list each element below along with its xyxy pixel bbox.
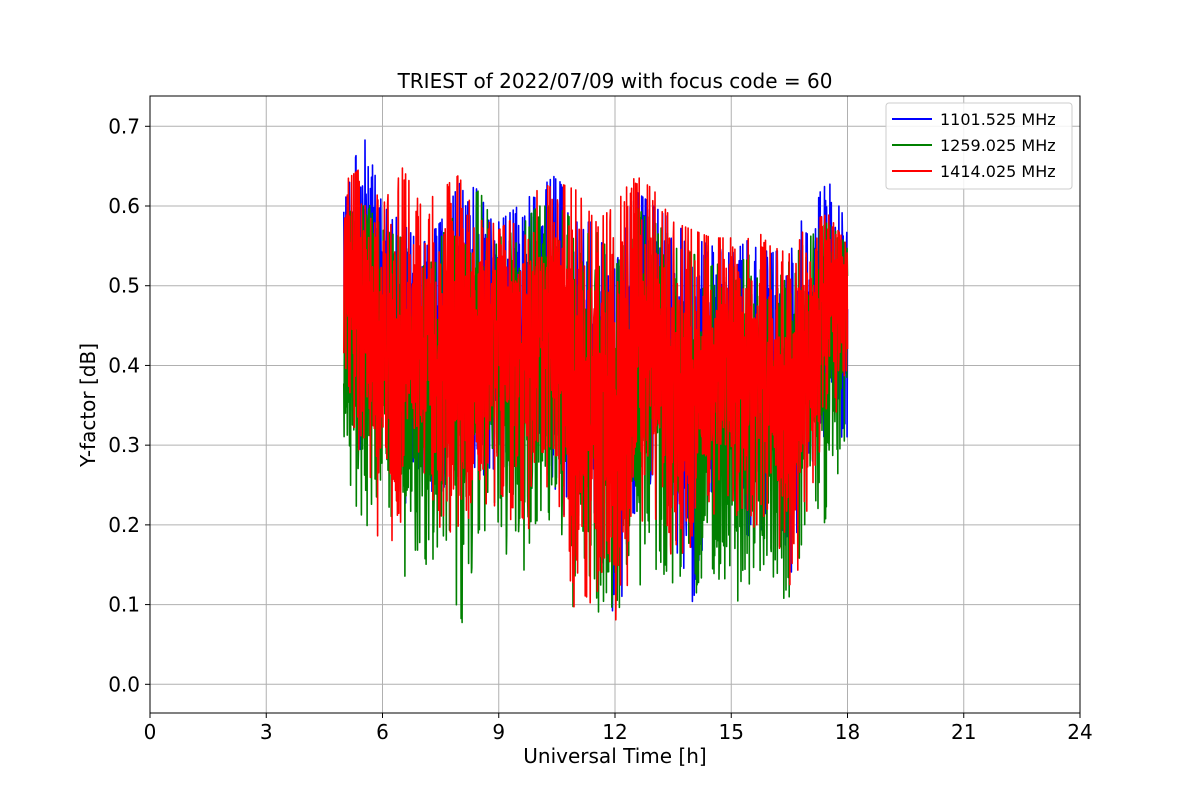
legend-label: 1414.025 MHz <box>940 162 1056 181</box>
x-tick-label: 9 <box>492 720 505 744</box>
chart-title: TRIEST of 2022/07/09 with focus code = 6… <box>397 69 833 93</box>
x-tick-label: 3 <box>260 720 273 744</box>
y-tick-label: 0.3 <box>108 433 140 457</box>
y-tick-label: 0.6 <box>108 194 140 218</box>
x-tick-label: 18 <box>835 720 860 744</box>
legend: 1101.525 MHz 1259.025 MHz 1414.025 MHz <box>885 102 1073 190</box>
series-line <box>343 167 849 621</box>
y-axis-label: Y-factor [dB] <box>76 343 100 468</box>
x-axis-label: Universal Time [h] <box>523 744 706 768</box>
plot-area <box>343 139 849 624</box>
y-tick-label: 0.5 <box>108 274 140 298</box>
y-tick-label: 0.1 <box>108 593 140 617</box>
legend-label: 1259.025 MHz <box>940 136 1056 155</box>
y-tick-label: 0.0 <box>108 672 140 696</box>
x-axis-ticks: 0 3 6 9 12 15 18 21 24 <box>144 713 1093 744</box>
y-tick-label: 0.4 <box>108 353 140 377</box>
legend-label: 1101.525 MHz <box>940 110 1056 129</box>
y-tick-label: 0.7 <box>108 114 140 138</box>
x-tick-label: 12 <box>602 720 627 744</box>
legend-box <box>885 102 1073 190</box>
y-tick-label: 0.2 <box>108 513 140 537</box>
x-tick-label: 24 <box>1067 720 1092 744</box>
x-tick-label: 0 <box>144 720 157 744</box>
x-tick-label: 6 <box>376 720 389 744</box>
y-axis-ticks: 0.0 0.1 0.2 0.3 0.4 0.5 0.6 0.7 <box>108 114 150 696</box>
x-tick-label: 21 <box>951 720 976 744</box>
x-tick-label: 15 <box>719 720 744 744</box>
